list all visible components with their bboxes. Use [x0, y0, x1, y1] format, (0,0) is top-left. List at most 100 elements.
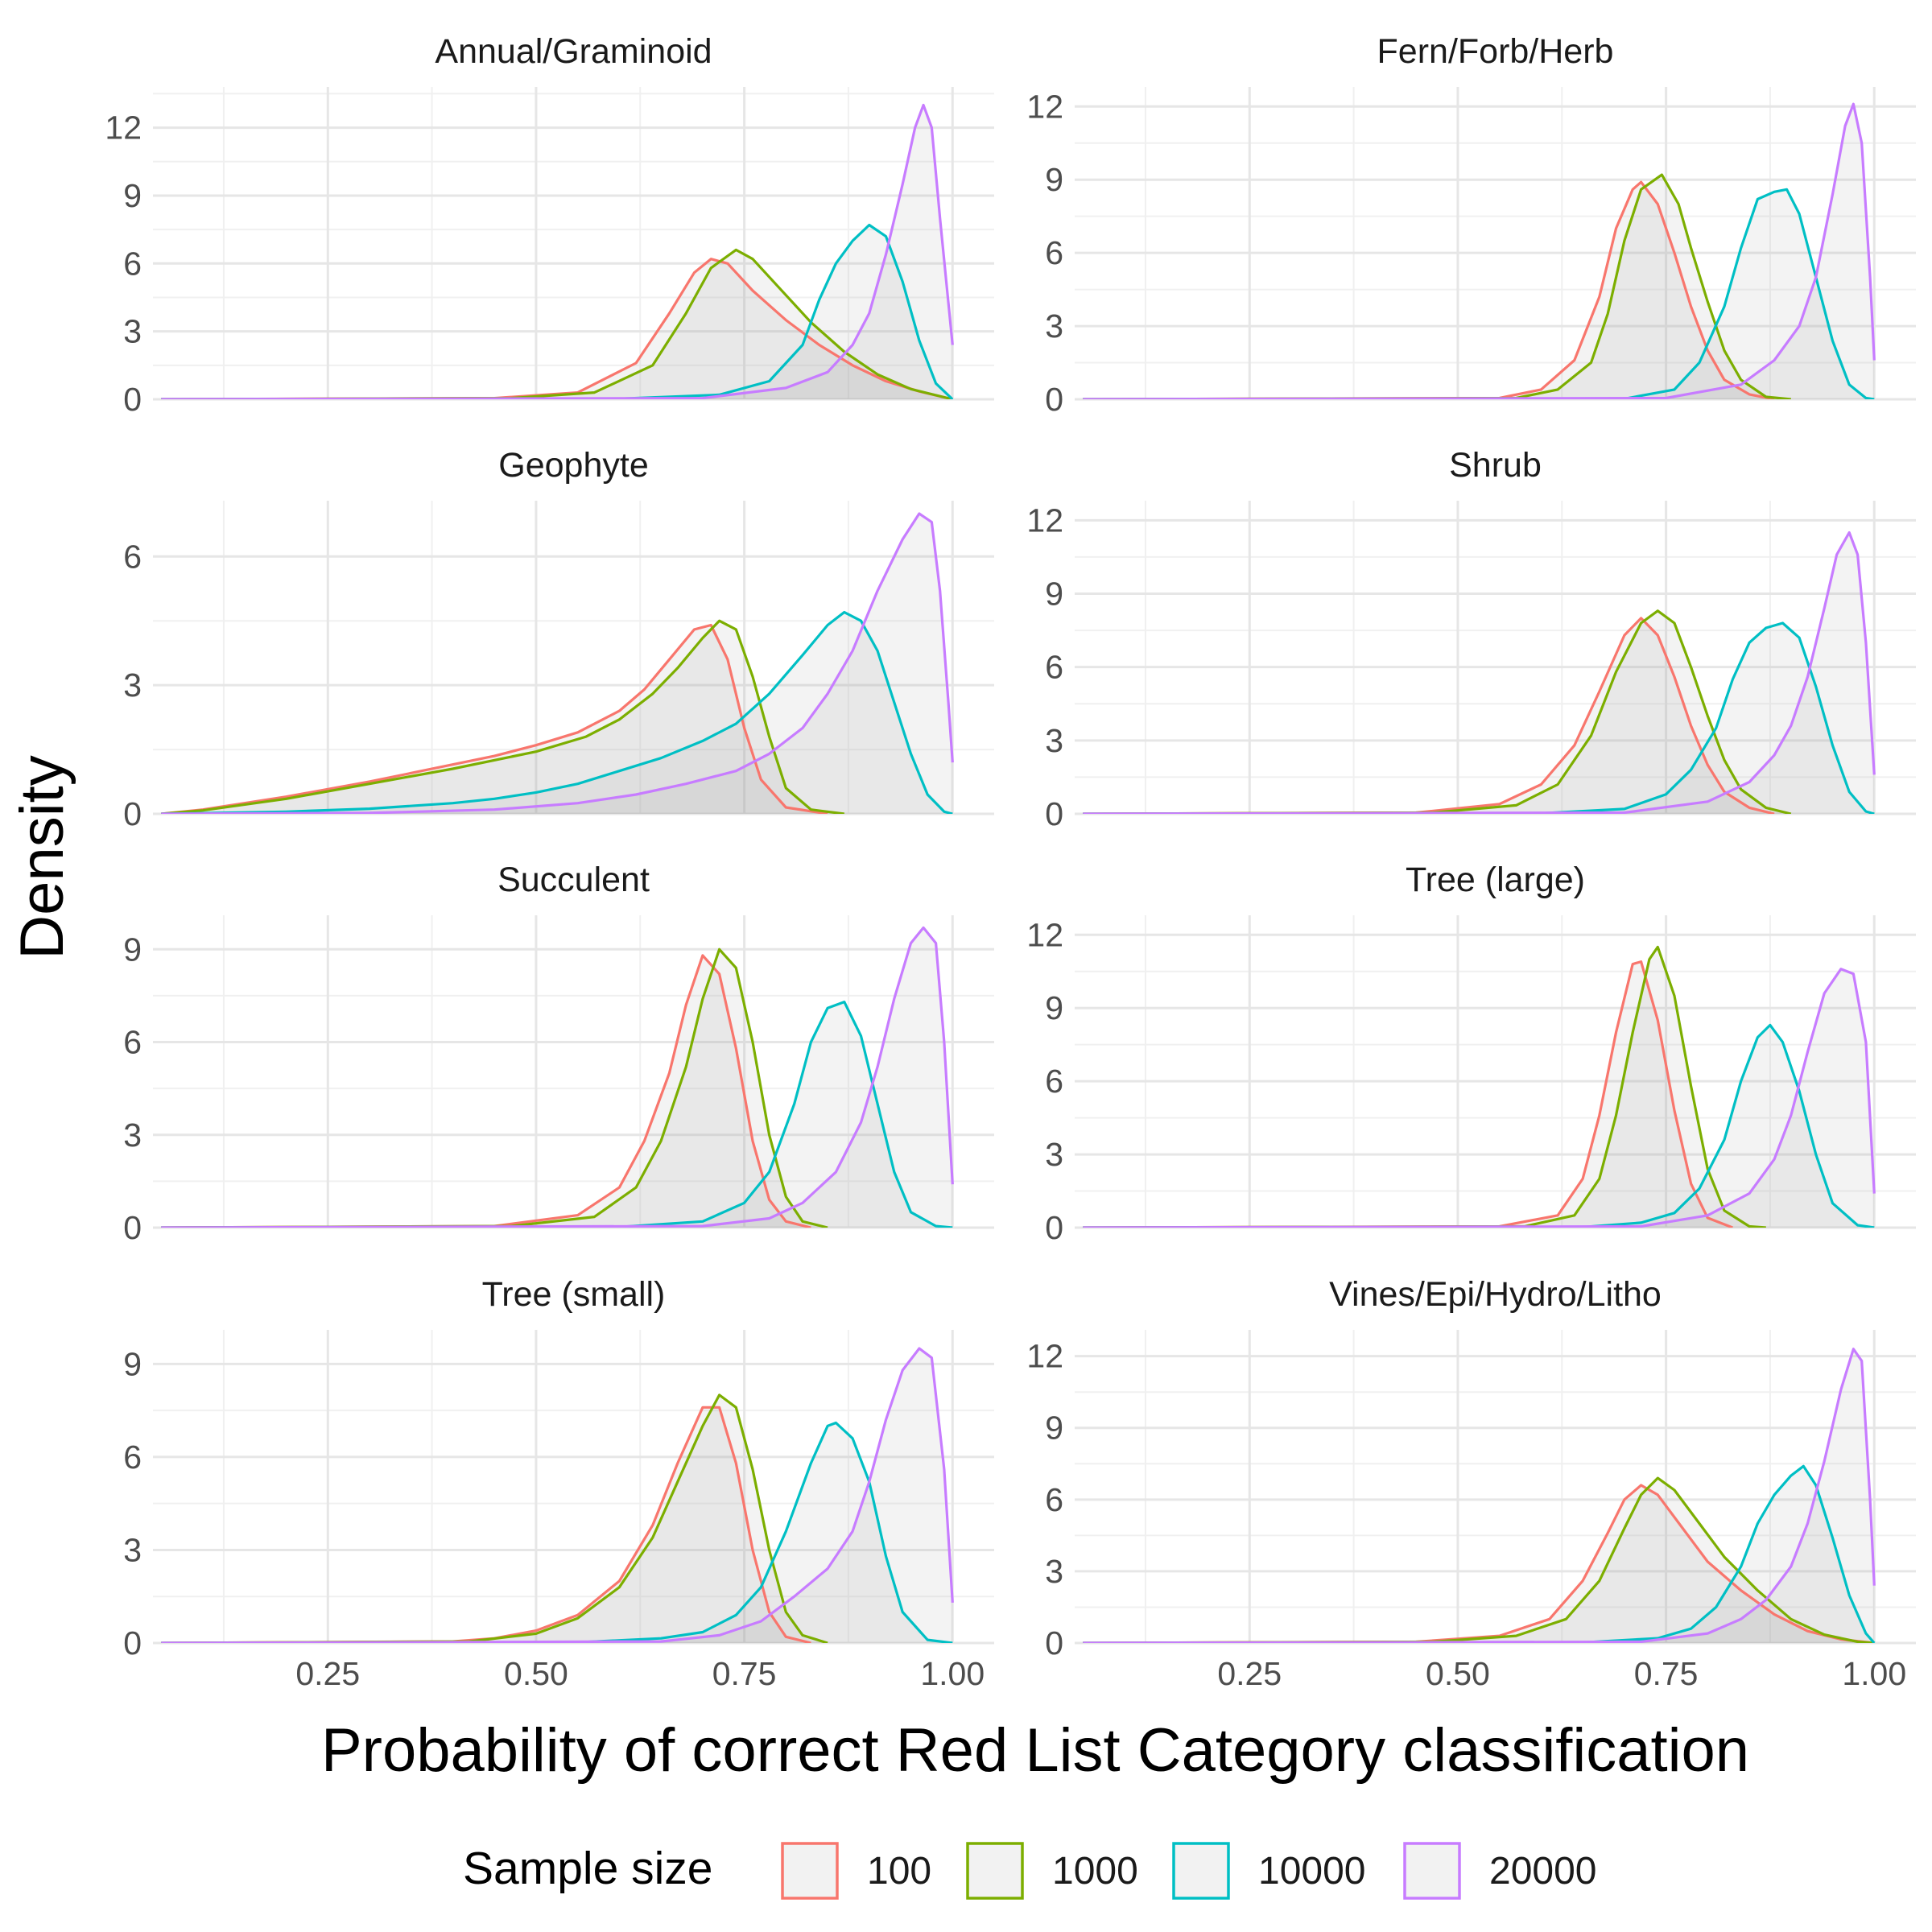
legend: Sample size 100 1000 10000 20000 — [463, 1842, 1596, 1900]
facet-panel: Shrub 0 3 6 9 12 — [1026, 446, 1916, 832]
density-line-1000 — [1083, 1476, 1875, 1643]
density-line-20000 — [1083, 1348, 1876, 1643]
density-curves — [1083, 530, 1876, 814]
legend-key-20000 — [1403, 1842, 1461, 1900]
density-line-10000 — [161, 610, 953, 814]
y-tick-label: 3 — [1045, 1553, 1063, 1590]
density-curves — [161, 1347, 954, 1643]
y-tick-label: 9 — [123, 177, 142, 214]
y-tick-label: 6 — [1045, 649, 1063, 686]
density-line-1000 — [161, 947, 828, 1228]
y-tick-label: 3 — [1045, 1136, 1063, 1173]
facet-panel: Vines/Epi/Hydro/Litho 0 3 6 9 12 0.25 0.50 0.75 1… — [1026, 1275, 1916, 1692]
density-curves — [161, 103, 954, 399]
y-tick-label: 3 — [123, 667, 142, 704]
x-tick-label: 1.00 — [1842, 1655, 1906, 1692]
facet-panels: Annual/Graminoid 0 3 6 9 12 Fern/Forb/Herb 0 3 6 9… — [105, 32, 1916, 1692]
y-tick-label: 0 — [123, 381, 142, 418]
legend-key-10000 — [1172, 1842, 1230, 1900]
density-line-1000 — [1083, 173, 1791, 399]
facet-title: Vines/Epi/Hydro/Litho — [1329, 1275, 1662, 1314]
density-area-20000 — [1083, 968, 1875, 1228]
facet-panel: Tree (large) 0 3 6 9 12 — [1026, 861, 1916, 1246]
facet-title: Annual/Graminoid — [435, 32, 712, 71]
density-line-1000 — [161, 248, 953, 399]
density-area-100 — [161, 625, 828, 814]
y-tick-label: 6 — [1045, 1481, 1063, 1518]
density-area-20000 — [161, 927, 953, 1228]
x-tick-label: 0.50 — [1426, 1655, 1490, 1692]
facet-title: Fern/Forb/Herb — [1377, 32, 1614, 71]
density-area-20000 — [1083, 1348, 1875, 1643]
facet-title: Succulent — [497, 861, 650, 899]
y-tick-label: 12 — [1026, 1338, 1063, 1375]
y-tick-label: 0 — [1045, 1209, 1063, 1246]
x-tick-label: 0.25 — [295, 1655, 360, 1692]
y-tick-label: 9 — [1045, 1410, 1063, 1447]
y-tick-label: 0 — [123, 1209, 142, 1246]
density-area-10000 — [1083, 189, 1875, 399]
y-tick-label: 9 — [1045, 161, 1063, 198]
density-line-20000 — [1083, 968, 1876, 1228]
density-area-20000 — [161, 514, 953, 814]
density-line-100 — [1083, 960, 1733, 1228]
x-axis-title: Probability of correct Red List Category… — [321, 1716, 1749, 1785]
legend-label: 20000 — [1489, 1850, 1596, 1893]
density-line-10000 — [1083, 621, 1875, 814]
density-line-1000 — [161, 619, 845, 814]
y-tick-label: 12 — [1026, 88, 1063, 125]
density-line-1000 — [1083, 609, 1792, 814]
facet-title: Tree (small) — [482, 1275, 666, 1314]
density-area-10000 — [1083, 1025, 1875, 1228]
y-tick-label: 9 — [123, 1345, 142, 1382]
density-curves — [161, 512, 954, 814]
density-area-100 — [1083, 182, 1775, 399]
density-line-1000 — [161, 1393, 828, 1643]
density-line-100 — [1083, 180, 1775, 399]
y-tick-label: 6 — [123, 538, 142, 575]
facet-panel: Annual/Graminoid 0 3 6 9 12 — [105, 32, 994, 418]
density-area-20000 — [161, 105, 953, 399]
y-tick-label: 6 — [123, 1024, 142, 1061]
legend-label: 10000 — [1258, 1850, 1365, 1893]
density-line-1000 — [1083, 945, 1766, 1228]
y-tick-label: 6 — [123, 1439, 142, 1476]
density-curves — [1083, 102, 1876, 399]
y-tick-label: 9 — [123, 931, 142, 968]
density-curves — [161, 926, 954, 1228]
y-tick-label: 0 — [123, 1624, 142, 1662]
y-tick-label: 9 — [1045, 989, 1063, 1026]
facet-title: Tree (large) — [1406, 861, 1585, 899]
density-line-20000 — [1083, 102, 1876, 399]
density-line-20000 — [161, 1347, 954, 1643]
density-area-10000 — [1083, 623, 1875, 814]
density-area-1000 — [1083, 610, 1791, 814]
y-tick-label: 0 — [1045, 795, 1063, 832]
density-line-10000 — [1083, 188, 1875, 399]
facet-panel: Tree (small) 0 3 6 9 0.25 0.50 0.75 1.00 — [123, 1275, 994, 1692]
legend-title: Sample size — [463, 1843, 712, 1894]
density-line-10000 — [161, 223, 954, 399]
x-tick-label: 0.75 — [712, 1655, 777, 1692]
density-line-10000 — [161, 1421, 953, 1643]
y-tick-label: 3 — [123, 1531, 142, 1568]
y-tick-label: 12 — [105, 109, 142, 147]
density-area-100 — [1083, 1485, 1875, 1643]
density-area-1000 — [1083, 175, 1791, 399]
legend-key-100 — [781, 1842, 839, 1900]
x-tick-label: 0.75 — [1634, 1655, 1699, 1692]
density-line-10000 — [1083, 1023, 1875, 1228]
density-area-100 — [161, 955, 811, 1228]
density-line-20000 — [1083, 530, 1876, 814]
density-area-100 — [1083, 961, 1733, 1228]
density-line-20000 — [161, 926, 954, 1228]
y-tick-label: 12 — [1026, 916, 1063, 953]
density-line-20000 — [161, 103, 954, 399]
facet-panel: Geophyte 0 3 6 — [123, 446, 994, 832]
density-curves — [1083, 1348, 1876, 1643]
legend-label: 100 — [867, 1850, 931, 1893]
y-tick-label: 6 — [123, 245, 142, 282]
y-axis-title: Density — [8, 755, 76, 959]
